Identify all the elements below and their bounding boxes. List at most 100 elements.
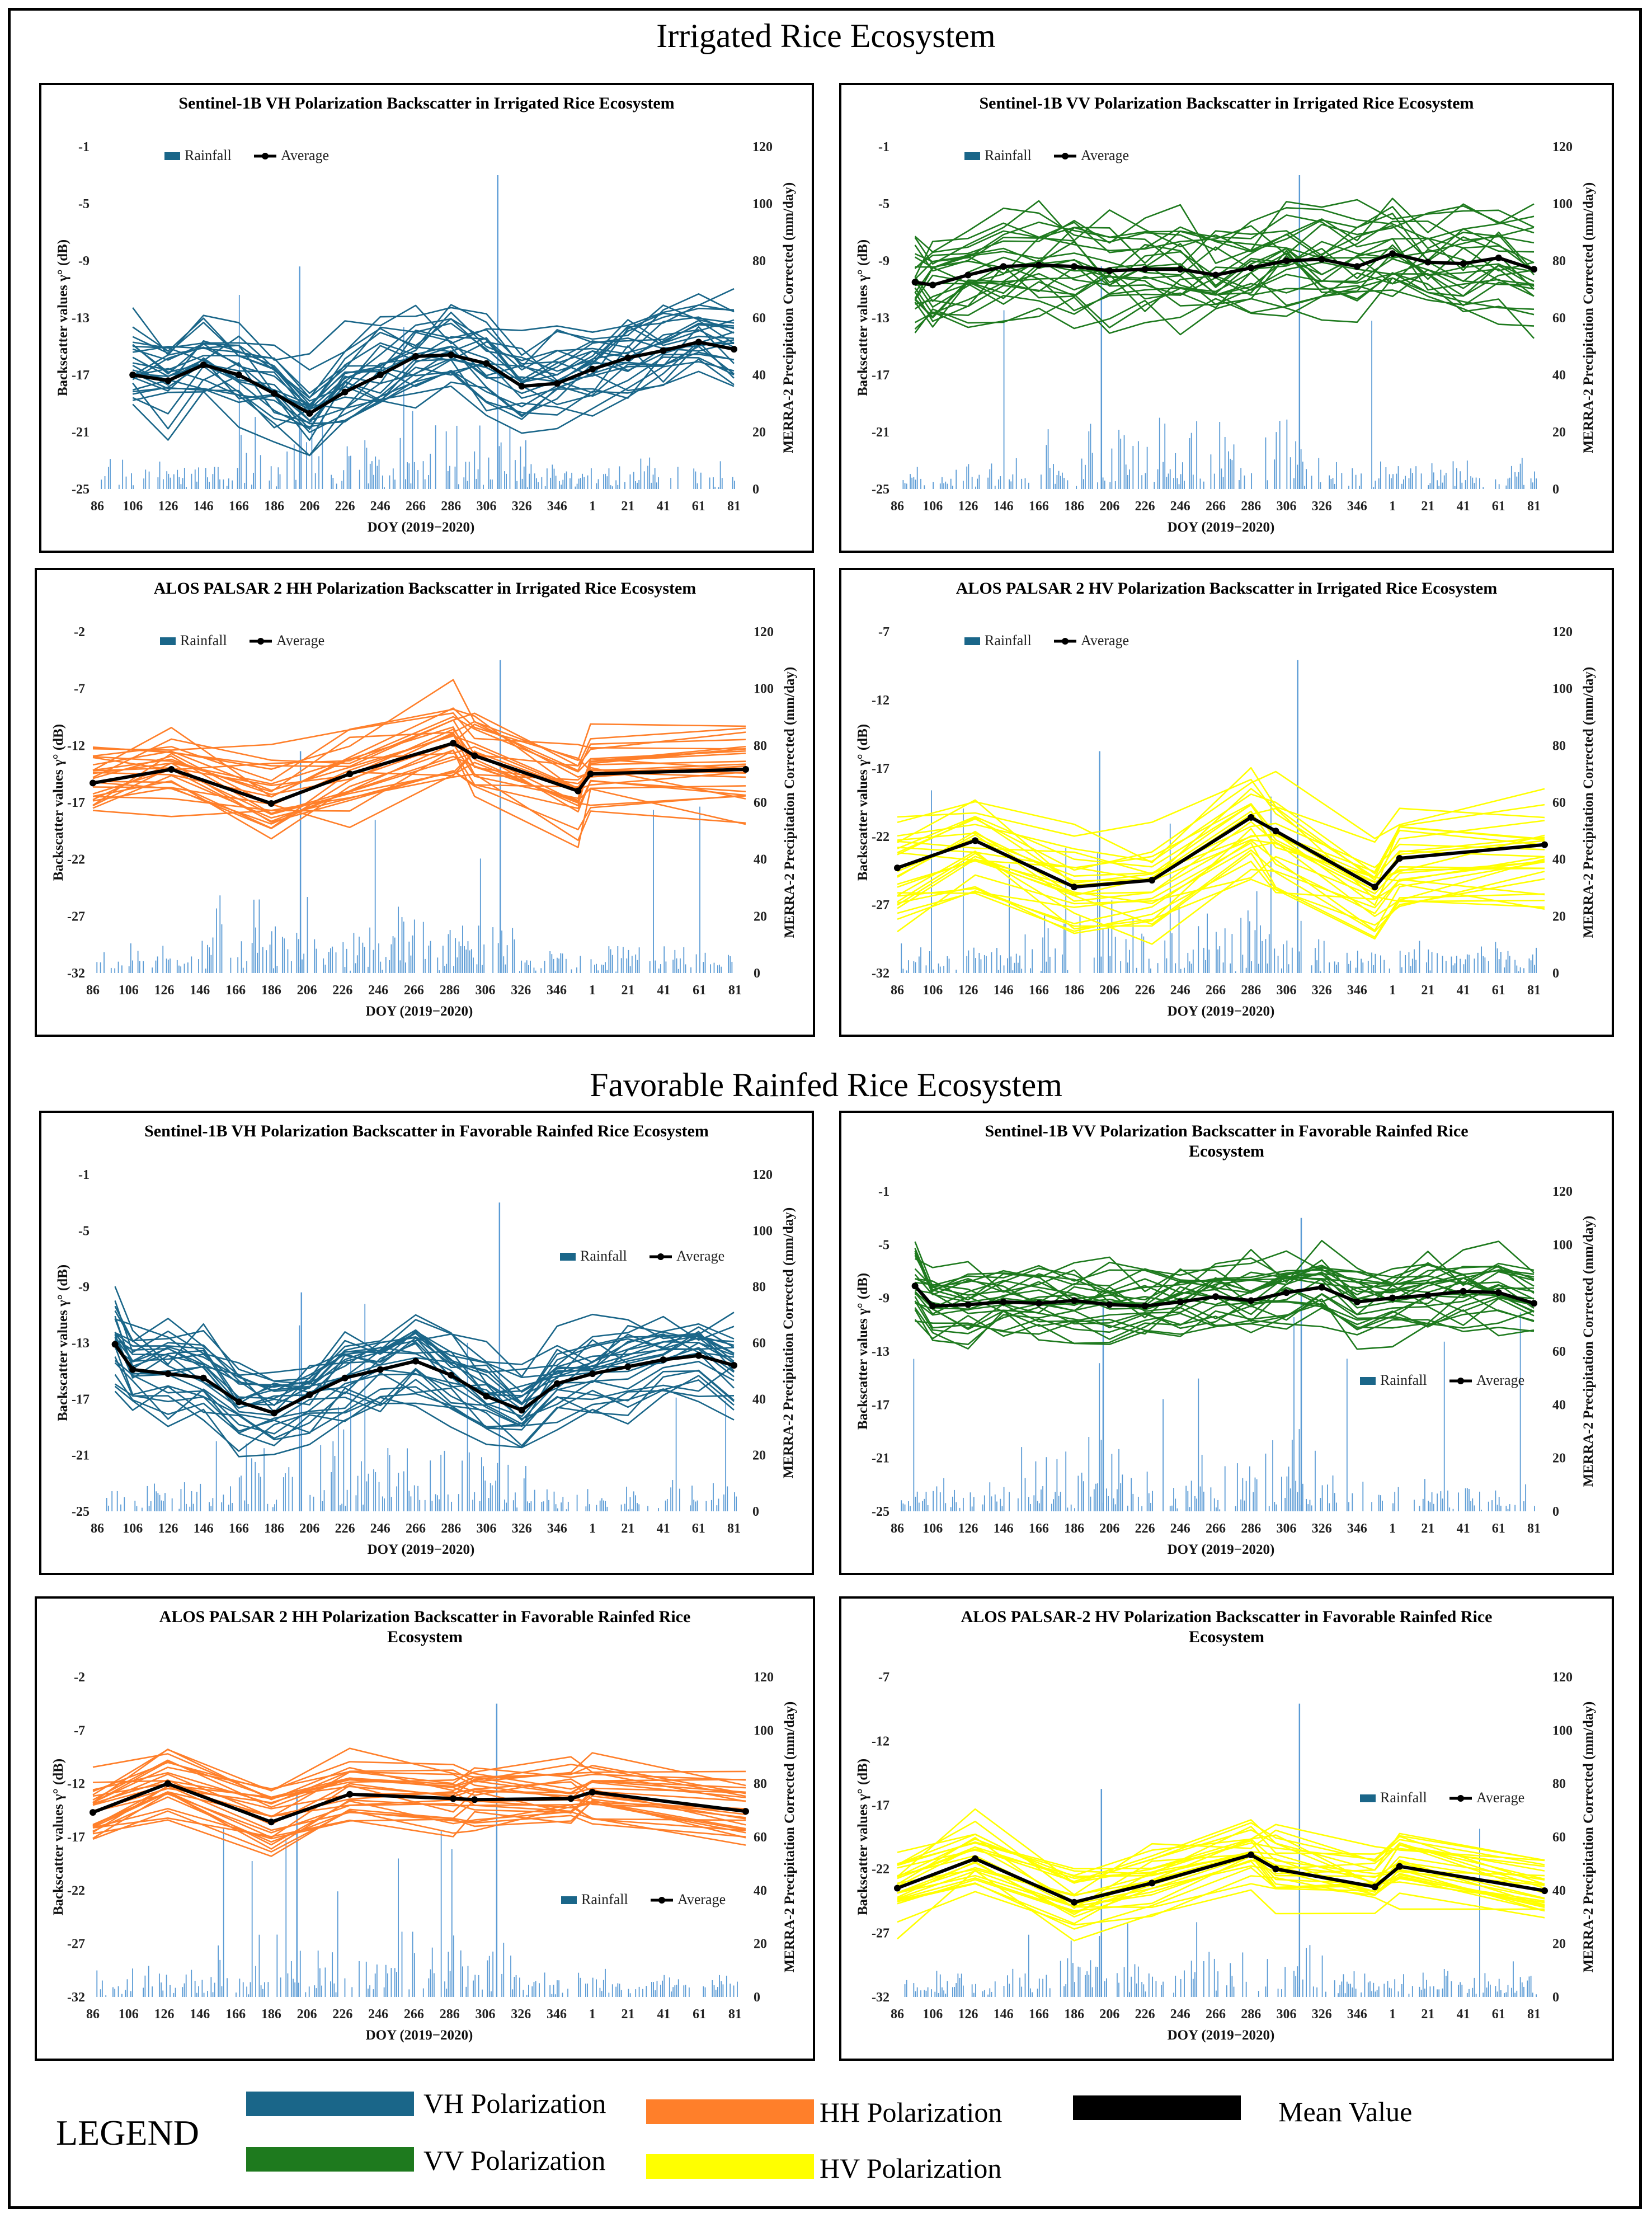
y-tick-label: -9: [78, 254, 90, 269]
field-line: [897, 778, 1545, 878]
rainfall-bar: [407, 1448, 408, 1511]
rainfall-bar: [465, 950, 467, 973]
rainfall-bar: [469, 950, 470, 973]
rainfall-bar: [185, 1974, 187, 1997]
rainfall-bar: [610, 949, 611, 973]
rainfall-bar: [1168, 473, 1169, 489]
rainfall-bar: [364, 947, 365, 973]
rainfall-bar: [512, 928, 514, 973]
rainfall-bar: [1451, 1981, 1452, 1997]
rainfall-bar: [1329, 1503, 1330, 1511]
chart-title: Ecosystem: [387, 1628, 463, 1646]
rainfall-bar: [1037, 1989, 1038, 1997]
y2-tick-label: 0: [1552, 966, 1559, 981]
rainfall-bar: [474, 1492, 476, 1511]
rainfall-bar: [942, 1987, 943, 1997]
average-point: [589, 365, 596, 373]
field-line: [92, 1785, 746, 1833]
x-tick-label: 21: [1421, 2007, 1434, 2022]
rainfall-bar: [382, 475, 383, 489]
rainfall-bar: [1536, 1994, 1537, 1997]
rainfall-bar: [663, 1975, 665, 1997]
rainfall-bar: [1452, 461, 1454, 489]
rainfall-bar: [1189, 961, 1190, 973]
x-tick-label: 41: [657, 2007, 670, 2022]
x-tick-label: 61: [693, 2007, 706, 2022]
field-line: [897, 1867, 1545, 1930]
x-tick-label: 86: [91, 1521, 104, 1536]
rainfall-bar: [1369, 1981, 1371, 1997]
rainfall-bar: [330, 948, 331, 973]
rainfall-bar: [1536, 478, 1537, 489]
rainfall-bar: [640, 458, 642, 489]
rainfall-bar: [186, 1503, 187, 1511]
rainfall-bar: [1162, 1399, 1164, 1511]
y-tick-label: -13: [72, 311, 90, 326]
rainfall-bar: [983, 955, 985, 973]
rainfall-bar: [1063, 923, 1065, 973]
rainfall-bar: [1157, 963, 1159, 973]
rainfall-bar: [276, 486, 277, 489]
rainfall-bar: [434, 1973, 435, 1997]
rainfall-bar: [717, 965, 718, 973]
rainfall-bar: [709, 477, 710, 489]
rainfall-bar: [286, 451, 288, 489]
rainfall-bar: [1190, 433, 1192, 489]
rainfall-bar: [298, 1982, 299, 1997]
rainfall-bar: [959, 1507, 961, 1511]
rainfall-bar: [299, 751, 302, 973]
field-line: [92, 1748, 746, 1803]
average-point: [1318, 256, 1325, 263]
average-point: [1272, 828, 1279, 835]
rainfall-bar: [180, 484, 182, 489]
rainfall-bar: [369, 463, 371, 489]
rainfall-bar: [394, 480, 396, 489]
y2-tick-label: 0: [1552, 1505, 1559, 1519]
rainfall-bar: [1065, 848, 1067, 973]
average-point: [1212, 271, 1220, 279]
rainfall-bar: [952, 486, 953, 489]
rainfall-bar: [1284, 1497, 1286, 1511]
rainfall-bar: [387, 1448, 389, 1511]
rainfall-bar: [1519, 967, 1521, 973]
rainfall-bar: [548, 1500, 549, 1511]
average-point: [567, 1795, 575, 1802]
rainfall-bar: [139, 961, 140, 973]
rainfall-bar: [1348, 964, 1349, 973]
rainfall-bar: [350, 970, 351, 973]
rainfall-bar: [1410, 966, 1411, 973]
y2-tick-label: 0: [1552, 482, 1559, 497]
legend-average-marker: [262, 153, 269, 159]
rainfall-bar: [479, 1501, 481, 1511]
rainfall-bar: [298, 939, 299, 973]
rainfall-bar: [398, 1473, 399, 1511]
rainfall-bar: [554, 1994, 556, 1997]
rainfall-bar: [1208, 1952, 1210, 1997]
rainfall-bar: [1009, 864, 1010, 973]
rainfall-bar: [314, 473, 316, 489]
rainfall-bar: [203, 1993, 205, 1997]
rainfall-bar: [300, 1292, 303, 1511]
rainfall-bar: [227, 1978, 228, 1997]
rainfall-bar: [611, 955, 613, 973]
rainfall-bar: [1038, 1979, 1040, 1997]
rainfall-bar: [973, 1993, 975, 1997]
rainfall-bar: [1111, 448, 1113, 489]
rainfall-bar: [306, 442, 307, 489]
rainfall-bar: [394, 937, 396, 973]
rainfall-bar: [596, 1979, 597, 1997]
rainfall-bar: [497, 175, 498, 489]
rainfall-bar: [729, 1984, 731, 1997]
y-tick-label: -27: [872, 898, 889, 913]
rainfall-bar: [509, 426, 511, 489]
rainfall-bar: [968, 464, 969, 489]
rainfall-bar: [1127, 1922, 1128, 1997]
rainfall-bar: [458, 1494, 459, 1511]
rainfall-bar: [1447, 1971, 1448, 1997]
rainfall-bar: [1143, 936, 1145, 973]
rainfall-bar: [954, 1986, 955, 1997]
field-line: [897, 810, 1545, 896]
rainfall-bar: [1120, 438, 1122, 489]
rainfall-bar: [311, 419, 313, 489]
rainfall-bar: [170, 1985, 171, 1997]
